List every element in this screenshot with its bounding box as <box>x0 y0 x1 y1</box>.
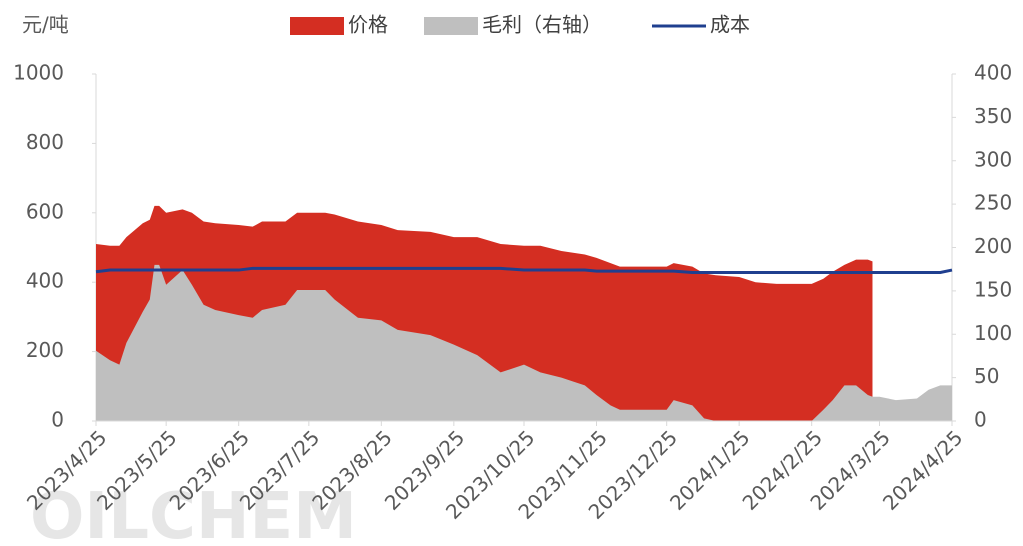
watermark: OILCHEM <box>30 480 357 546</box>
y2-tick-label: 150 <box>974 277 1012 301</box>
y-tick-label: 200 <box>26 338 64 362</box>
legend-swatch <box>424 17 478 35</box>
y2-tick-label: 250 <box>974 191 1012 215</box>
y-tick-label: 1000 <box>13 61 64 85</box>
y-axis-label: 元/吨 <box>22 13 69 37</box>
legend-label: 毛利（右轴） <box>482 13 602 37</box>
legend-label: 成本 <box>710 13 750 37</box>
y-tick-label: 800 <box>26 130 64 154</box>
y2-tick-label: 350 <box>974 104 1012 128</box>
y2-tick-label: 400 <box>974 61 1012 85</box>
y2-tick-label: 100 <box>974 321 1012 345</box>
y-tick-label: 600 <box>26 199 64 223</box>
y2-tick-label: 0 <box>974 408 987 432</box>
legend-label: 价格 <box>348 13 388 37</box>
y2-tick-label: 300 <box>974 147 1012 171</box>
legend-swatch <box>290 17 344 35</box>
area <box>96 264 952 421</box>
y2-tick-label: 200 <box>974 234 1012 258</box>
line <box>95 266 953 274</box>
y-tick-label: 400 <box>26 269 64 293</box>
y2-tick-label: 50 <box>974 364 999 388</box>
y-tick-label: 0 <box>51 408 64 432</box>
